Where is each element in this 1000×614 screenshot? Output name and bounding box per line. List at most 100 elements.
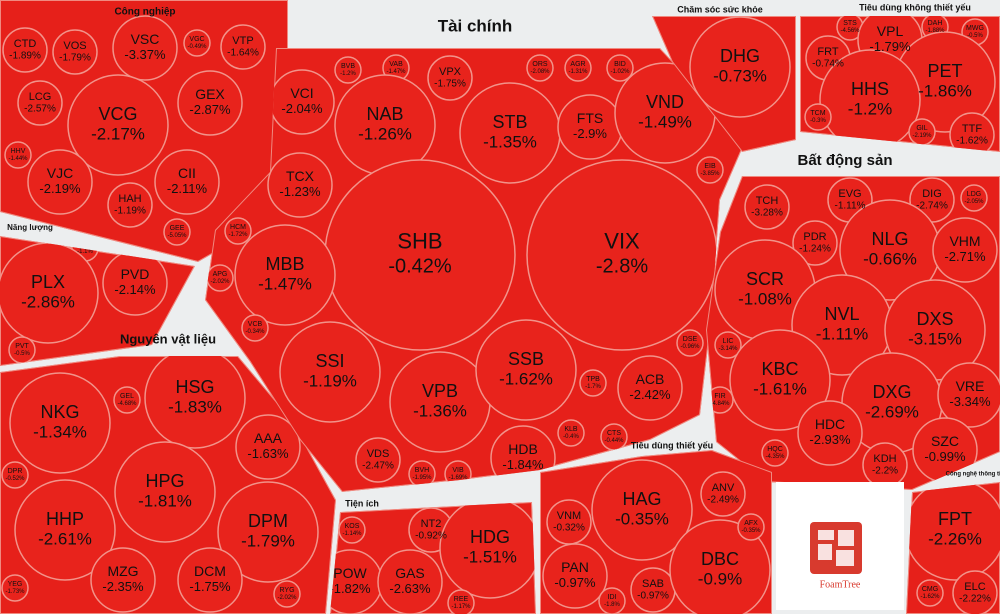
stock-change: -1.72%: [228, 232, 248, 238]
stock-ticker: SZC: [931, 433, 959, 449]
stock-ticker: NVL: [824, 304, 859, 324]
stock-change: -5.05%: [167, 233, 187, 239]
stock-change: -2.47%: [362, 461, 394, 472]
stock-ticker: VOS: [63, 40, 86, 52]
stock-ticker: STB: [492, 112, 527, 132]
stock-cell: [761, 439, 789, 467]
stock-ticker: GIL: [916, 125, 927, 132]
stock-change: -1.24%: [799, 244, 831, 255]
sector-label: Tiêu dùng thiết yếu: [631, 440, 713, 450]
stock-ticker: DPM: [248, 511, 288, 531]
stock-change: -2.74%: [916, 201, 948, 212]
stock-ticker: MBB: [265, 254, 304, 274]
stock-change: -1.73%: [5, 589, 25, 595]
stock-ticker: HDG: [470, 527, 510, 547]
stock-cell: [669, 519, 771, 614]
stock-cell: [279, 321, 381, 423]
stock-cell: [67, 74, 169, 176]
stock-change: -1.14%: [342, 531, 362, 537]
stock-ticker: KDH: [873, 453, 896, 465]
stock-change: -0.5%: [14, 351, 30, 357]
stock-cell: [273, 580, 301, 608]
stock-change: -0.66%: [863, 250, 917, 269]
stock-cell: [241, 314, 269, 342]
logo-icon-pattern: [818, 530, 854, 566]
stock-change: -0.44%: [604, 438, 624, 444]
stock-change: -1.62%: [956, 136, 988, 147]
sector: DHG-0.73%: [652, 16, 796, 152]
stock-ticker: LDG: [967, 191, 981, 198]
stock-ticker: TCM: [810, 110, 825, 117]
stock-cell: [916, 579, 944, 607]
stock-ticker: HHP: [46, 509, 84, 529]
stock-ticker: PVD: [121, 266, 150, 282]
logo-box: FoamTree: [776, 482, 904, 610]
stock-ticker: HAH: [118, 193, 141, 205]
stock-change: -1.19%: [114, 206, 146, 217]
stock-cell: [797, 400, 863, 466]
stock-cell: [606, 54, 634, 82]
stock-cell: [220, 24, 266, 70]
stock-ticker: EVG: [838, 188, 861, 200]
stock-cell: [144, 356, 246, 449]
sector-label: Tiêu dùng không thiết yếu: [859, 2, 971, 12]
stock-cell: [52, 29, 98, 75]
stock-change: -1.11%: [835, 201, 866, 212]
stock-change: -1.02%: [610, 69, 630, 75]
stock-cell: [700, 471, 746, 517]
stock-change: -1.79%: [59, 53, 91, 64]
stock-change: -0.96%: [680, 344, 700, 350]
stock-change: -2.2%: [872, 466, 898, 477]
stock-change: -2.04%: [281, 101, 323, 116]
stock-cell: [744, 184, 790, 230]
stock-cell: [952, 570, 998, 614]
stock-change: -1.26%: [358, 125, 412, 144]
stock-change: -1.47%: [386, 69, 406, 75]
stock-cell: [113, 386, 141, 414]
stock-change: -0.52%: [5, 476, 25, 482]
stock-change: -0.42%: [388, 255, 452, 277]
stock-ticker: VRE: [956, 378, 985, 394]
stock-cell: [906, 482, 1000, 581]
stock-ticker: VTP: [232, 35, 253, 47]
stock-ticker: IDI: [608, 594, 617, 601]
stock-change: -1.62%: [499, 370, 553, 389]
stock-change: -2.26%: [928, 530, 982, 549]
stock-change: -2.02%: [277, 595, 297, 601]
stock-cell: [234, 224, 336, 326]
stock-ticker: SAB: [642, 578, 664, 590]
stock-ticker: VDS: [367, 448, 390, 460]
stock-ticker: VCI: [290, 85, 313, 101]
stock-ticker: LIC: [723, 338, 734, 345]
stock-cell: [224, 217, 252, 245]
stock-ticker: VIB: [452, 467, 464, 474]
stock-change: -1.69%: [448, 475, 468, 481]
stock-cell: [792, 220, 838, 266]
stock-cell: [932, 217, 998, 283]
sector-label: Công nghiệp: [114, 7, 175, 18]
stock-change: -1.7%: [585, 384, 601, 390]
stock-ticker: HPG: [145, 471, 184, 491]
stock-cell: [177, 70, 243, 136]
stock-ticker: HSG: [175, 377, 214, 397]
stock-change: -1.35%: [483, 133, 537, 152]
stock-cell: [17, 80, 63, 126]
stock-cell: [8, 336, 36, 364]
stock-change: -4.84%: [710, 401, 730, 407]
stock-cell: [154, 149, 220, 215]
stock-ticker: HHV: [11, 148, 26, 155]
stock-change: -2.8%: [596, 255, 648, 277]
stock-change: -0.97%: [554, 575, 596, 590]
sector-label: Tài chính: [438, 16, 513, 35]
stock-change: -0.35%: [741, 528, 761, 534]
stock-change: -1.82%: [329, 581, 371, 596]
stock-ticker: VCG: [98, 104, 137, 124]
stock-cell: [235, 414, 301, 480]
stock-ticker: TTF: [962, 123, 982, 135]
stock-ticker: DXG: [872, 382, 911, 402]
stock-change: -1.83%: [168, 398, 222, 417]
stock-ticker: KBC: [761, 359, 798, 379]
stock-cell: [177, 547, 243, 613]
stock-change: -1.75%: [189, 579, 231, 594]
